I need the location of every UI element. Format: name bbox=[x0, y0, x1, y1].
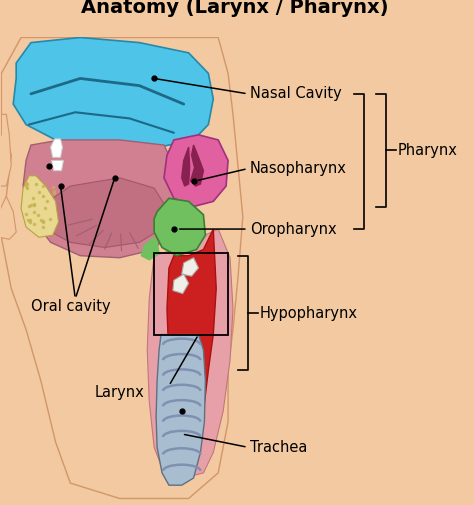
Polygon shape bbox=[154, 198, 205, 256]
Polygon shape bbox=[182, 147, 190, 186]
Text: Nasopharynx: Nasopharynx bbox=[250, 161, 346, 176]
Polygon shape bbox=[156, 335, 205, 485]
Text: Nasal Cavity: Nasal Cavity bbox=[250, 86, 341, 102]
Polygon shape bbox=[21, 176, 59, 237]
Text: Pharynx: Pharynx bbox=[398, 143, 457, 158]
Polygon shape bbox=[0, 196, 16, 239]
Polygon shape bbox=[173, 274, 189, 293]
Polygon shape bbox=[182, 258, 199, 276]
Polygon shape bbox=[141, 237, 159, 260]
Polygon shape bbox=[191, 145, 203, 186]
Text: Larynx: Larynx bbox=[95, 385, 145, 400]
Text: Hypopharynx: Hypopharynx bbox=[260, 306, 357, 321]
Polygon shape bbox=[51, 139, 63, 158]
Text: Anatomy (Larynx / Pharynx): Anatomy (Larynx / Pharynx) bbox=[81, 0, 389, 17]
Polygon shape bbox=[52, 161, 64, 171]
Polygon shape bbox=[23, 140, 177, 258]
Text: Oropharynx: Oropharynx bbox=[250, 222, 337, 236]
Polygon shape bbox=[0, 114, 11, 186]
Polygon shape bbox=[13, 37, 213, 147]
Polygon shape bbox=[1, 37, 243, 498]
Text: Oral cavity: Oral cavity bbox=[31, 299, 110, 315]
Text: Trachea: Trachea bbox=[250, 440, 307, 455]
Polygon shape bbox=[36, 178, 167, 247]
Bar bbox=[154, 252, 228, 335]
Polygon shape bbox=[147, 229, 233, 478]
Polygon shape bbox=[164, 135, 228, 207]
Polygon shape bbox=[167, 229, 216, 463]
